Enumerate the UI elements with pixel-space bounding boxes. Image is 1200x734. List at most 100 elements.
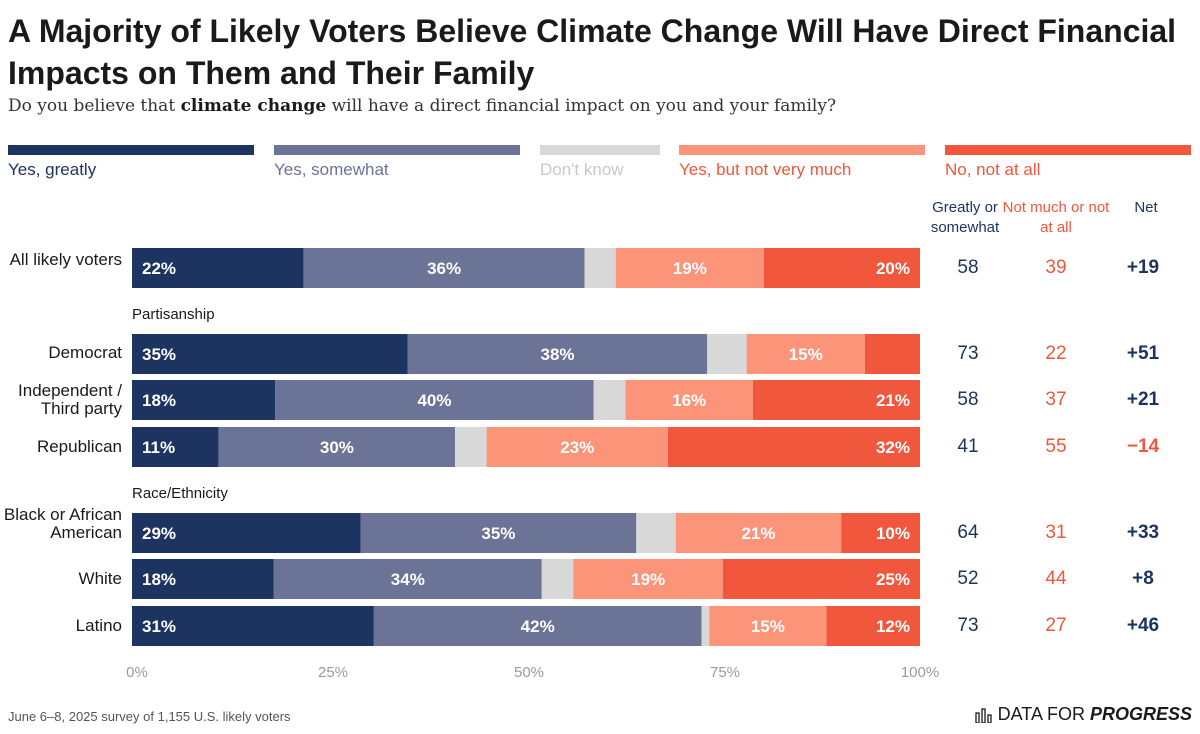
legend-label: Yes, greatly <box>8 160 97 179</box>
stat-net: +46 <box>1126 615 1160 636</box>
legend-label: No, not at all <box>945 160 1041 179</box>
legend-item-yes-somewhat: Yes, somewhat <box>274 145 520 180</box>
group-label-partisanship: Partisanship <box>132 306 215 323</box>
bar-label-1-4: 19% <box>673 259 707 278</box>
x-tick-25: 25% <box>317 664 349 681</box>
bar-segment-1-5 <box>763 248 920 288</box>
bar-label-1-2: 36% <box>427 259 461 278</box>
col-header-net: Net <box>1134 199 1158 216</box>
source-note: June 6–8, 2025 survey of 1,155 U.S. like… <box>8 709 291 724</box>
bar-label-6-5: 25% <box>876 570 910 589</box>
bar-label-4-5: 32% <box>876 438 910 457</box>
row-label-democrat: Democrat <box>48 343 122 362</box>
bar-label-4-4: 23% <box>560 438 594 457</box>
legend-label: Don't know <box>540 160 624 179</box>
x-tick-100: 100% <box>900 664 940 681</box>
bar-segment-2-5 <box>864 334 920 374</box>
bar-label-2-1: 35% <box>142 345 176 364</box>
bar-segment-7-1 <box>132 606 374 646</box>
group-label-race: Race/Ethnicity <box>132 485 228 502</box>
stat-net: +8 <box>1132 568 1154 589</box>
bar-segment-4-5 <box>667 427 920 467</box>
bar-segment-6-2 <box>273 559 542 599</box>
legend-item-not-at-all: No, not at all <box>945 145 1191 180</box>
bar-label-6-4: 19% <box>631 570 665 589</box>
stat-not-much: 39 <box>1045 257 1067 278</box>
col-header-not-much: Not much or not at all <box>1002 199 1110 236</box>
stat-not-much: 44 <box>1045 568 1067 589</box>
bar-segment-1-4 <box>615 248 764 288</box>
row-label-republican: Republican <box>36 437 122 456</box>
x-tick-50: 50% <box>513 664 545 681</box>
stat-not-much: 22 <box>1045 343 1067 364</box>
bar-label-3-1: 18% <box>142 391 176 410</box>
stat-greatly-somewhat: 64 <box>957 522 979 543</box>
bar-segment-1-2 <box>303 248 585 288</box>
stat-net: +19 <box>1126 257 1160 278</box>
bar-chart-icon <box>974 707 992 723</box>
bar-segment-5-2 <box>360 513 637 553</box>
bar-label-7-4: 15% <box>751 617 785 636</box>
bar-label-5-5: 10% <box>876 524 910 543</box>
row-label-black: Black or African American <box>3 505 122 542</box>
chart-title: A Majority of Likely Voters Believe Clim… <box>8 13 1177 91</box>
bar-segment-6-4 <box>573 559 723 599</box>
row-label-independent: Independent / Third party <box>18 381 122 418</box>
bar-segment-3-4 <box>625 380 753 420</box>
bar-label-7-1: 31% <box>142 617 176 636</box>
chart-subtitle: Do you believe that climate change will … <box>8 96 837 116</box>
legend-swatch <box>679 145 925 155</box>
row-label-all-voters: All likely voters <box>9 250 122 269</box>
bar-label-4-1: 11% <box>142 438 175 457</box>
legend-swatch <box>945 145 1191 155</box>
bar-segment-7-4 <box>709 606 827 646</box>
bar-segment-2-4 <box>746 334 865 374</box>
bar-segment-7-3 <box>701 606 710 646</box>
legend-item-dont-know: Don't know <box>540 145 660 180</box>
bar-label-3-4: 16% <box>672 391 706 410</box>
bar-segment-2-2 <box>407 334 708 374</box>
x-tick-0: 0% <box>126 664 148 681</box>
bar-segment-3-5 <box>752 380 920 420</box>
bar-segment-7-5 <box>826 606 920 646</box>
bar-segment-5-1 <box>132 513 361 553</box>
stat-greatly-somewhat: 58 <box>957 389 979 410</box>
bar-label-5-1: 29% <box>142 524 176 543</box>
stat-greatly-somewhat: 73 <box>957 343 979 364</box>
stat-greatly-somewhat: 41 <box>957 436 979 457</box>
bar-segment-6-3 <box>541 559 574 599</box>
bar-label-2-4: 15% <box>789 345 823 364</box>
bar-label-5-4: 21% <box>741 524 775 543</box>
bar-label-6-1: 18% <box>142 570 176 589</box>
bar-segment-2-3 <box>707 334 747 374</box>
bar-label-3-5: 21% <box>876 391 910 410</box>
stat-greatly-somewhat: 58 <box>957 257 979 278</box>
stat-not-much: 31 <box>1045 522 1067 543</box>
bar-segment-6-1 <box>132 559 274 599</box>
stat-net: +21 <box>1126 389 1160 410</box>
bar-segment-4-2 <box>218 427 456 467</box>
bar-segment-4-3 <box>455 427 487 467</box>
legend-swatch <box>8 145 254 155</box>
stat-net: −14 <box>1126 436 1160 457</box>
bar-label-1-1: 22% <box>142 259 176 278</box>
bar-label-7-2: 42% <box>521 617 555 636</box>
bar-label-5-2: 35% <box>481 524 515 543</box>
bar-segment-5-3 <box>636 513 676 553</box>
row-label-white: White <box>78 569 122 588</box>
bar-label-6-2: 34% <box>391 570 425 589</box>
stat-net: +51 <box>1126 343 1160 364</box>
stat-greatly-somewhat: 52 <box>957 568 979 589</box>
bar-segment-1-3 <box>584 248 616 288</box>
bar-segment-7-2 <box>373 606 702 646</box>
legend-item-yes-greatly: Yes, greatly <box>8 145 254 180</box>
bar-segment-3-3 <box>593 380 626 420</box>
bar-label-1-5: 20% <box>876 259 910 278</box>
bar-segment-4-4 <box>486 427 668 467</box>
bar-segment-6-5 <box>723 559 920 599</box>
stat-not-much: 37 <box>1045 389 1067 410</box>
bar-segment-5-5 <box>841 513 920 553</box>
bar-segment-3-1 <box>132 380 276 420</box>
bar-label-3-2: 40% <box>417 391 451 410</box>
